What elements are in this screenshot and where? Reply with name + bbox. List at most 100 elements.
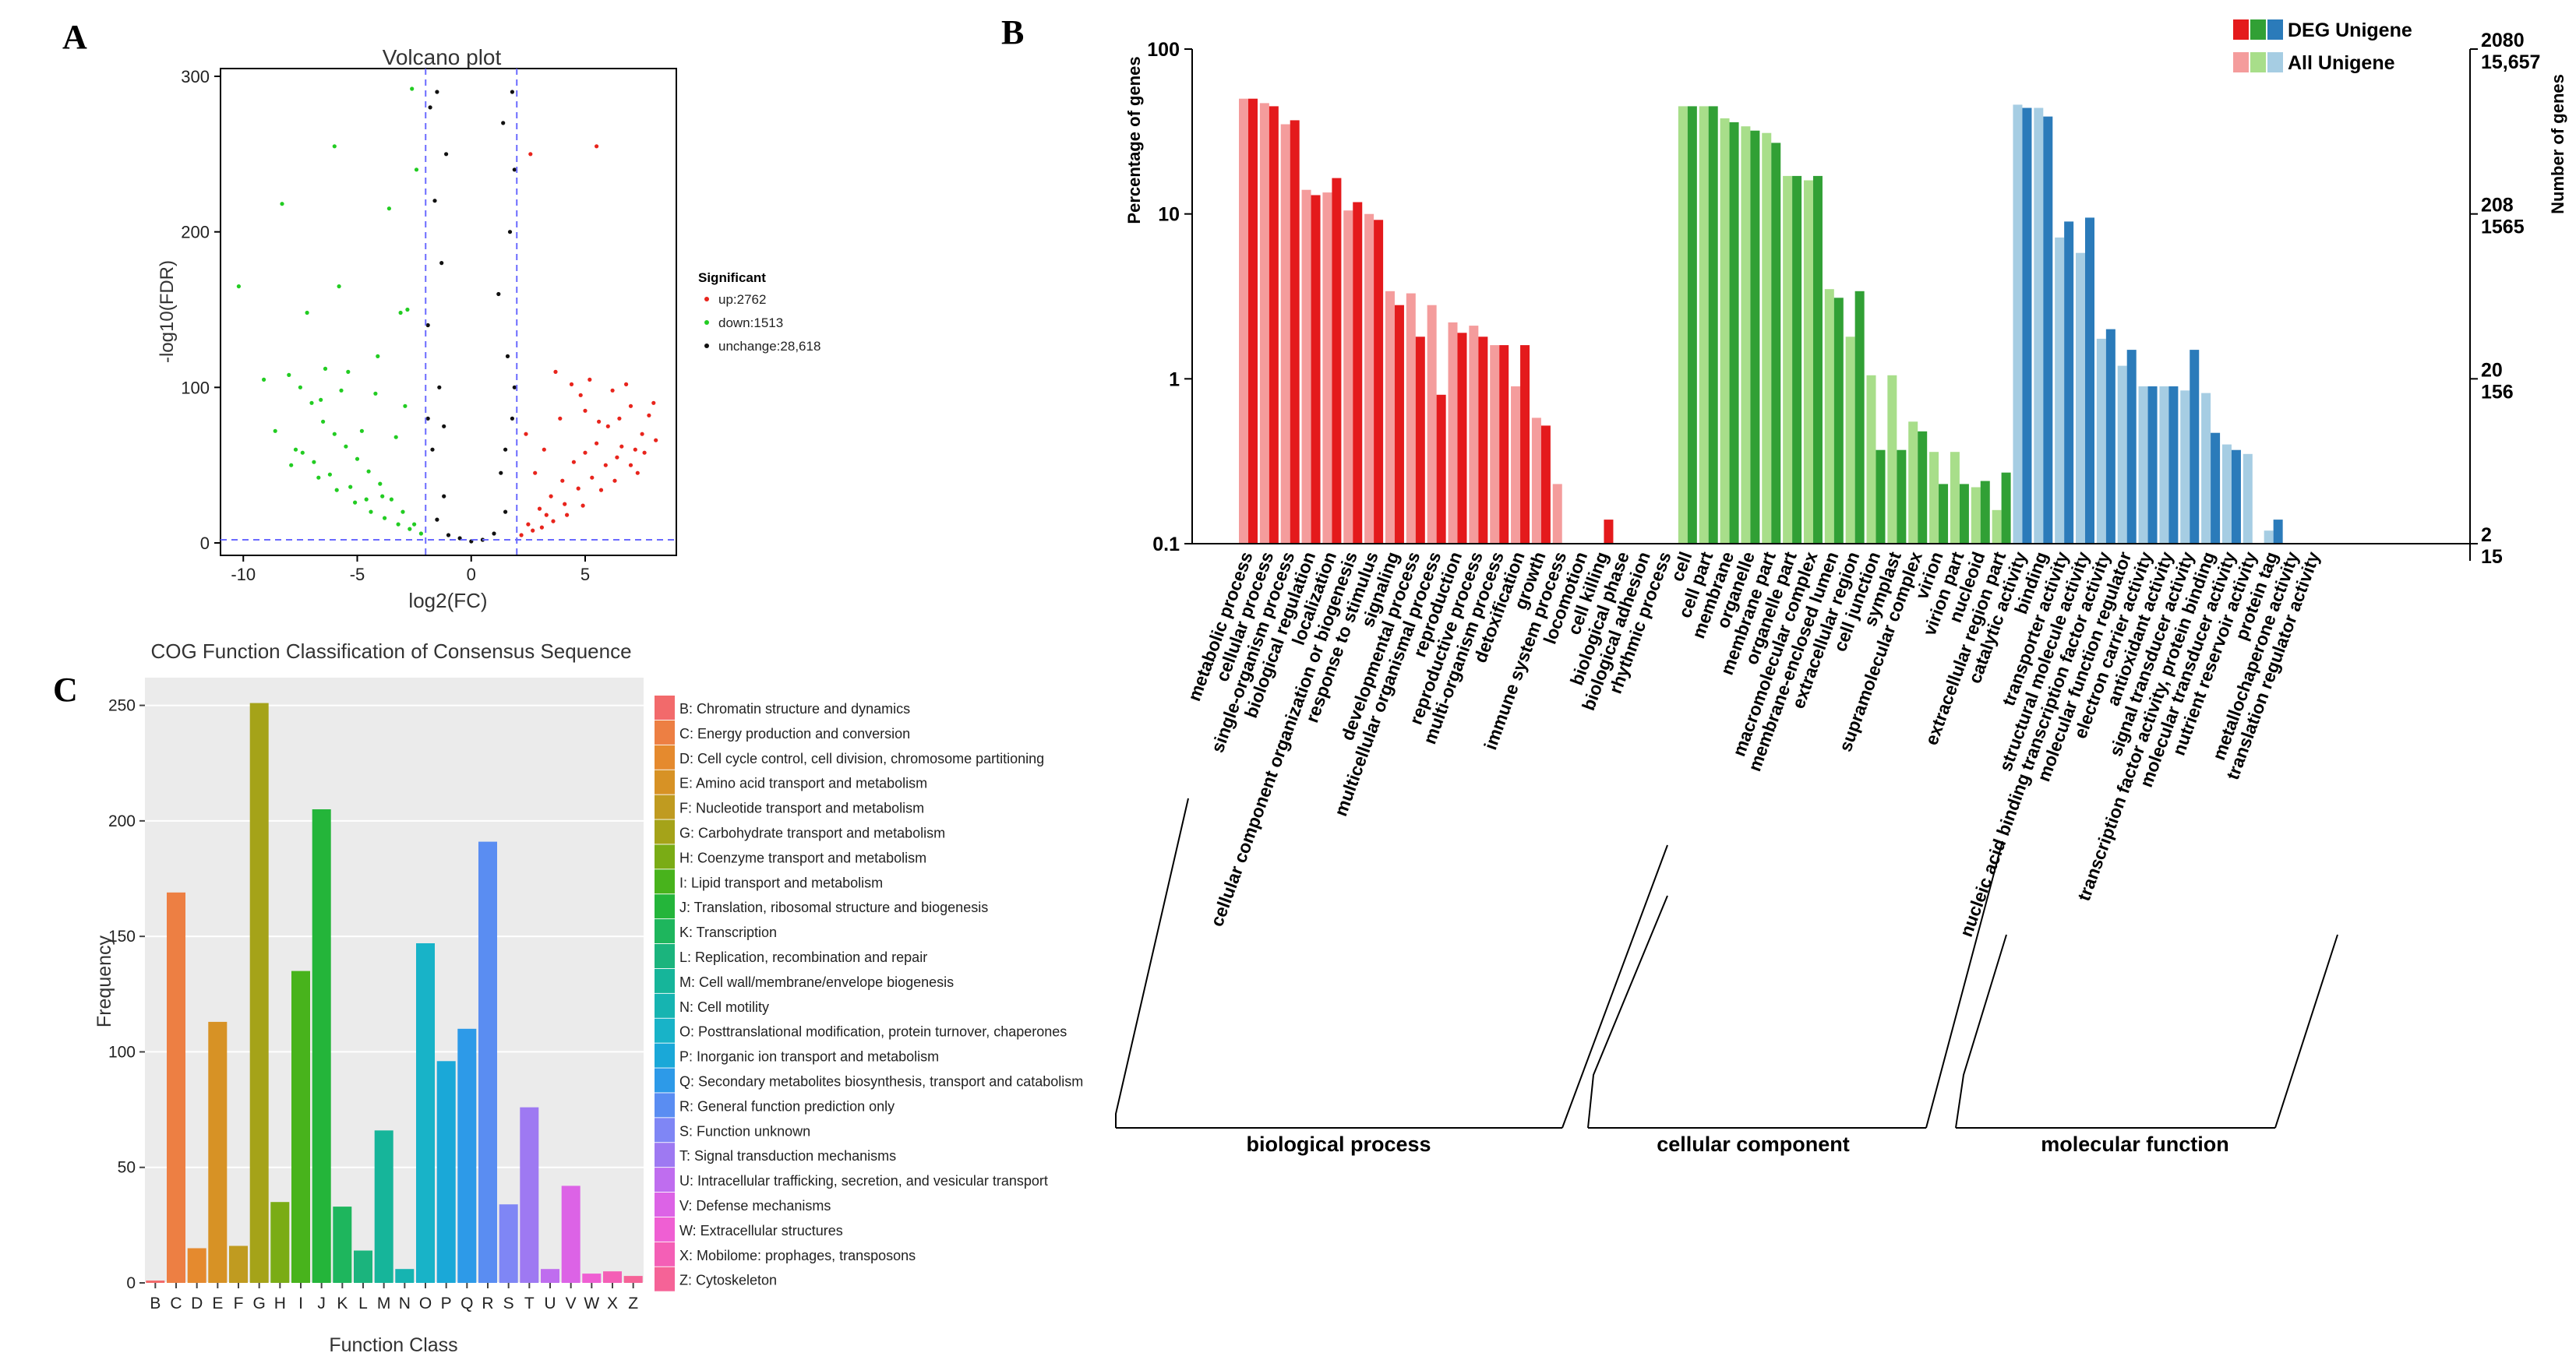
volcano-point-0-36 — [519, 533, 524, 537]
cog-x-tick-label-Q: Q — [461, 1295, 473, 1312]
go-left-tick-label-0: 0.1 — [1152, 534, 1180, 555]
cog-legend-swatch-20 — [655, 1193, 675, 1217]
go-bar-deg-41 — [2105, 329, 2115, 544]
volcano-point-0-2 — [549, 494, 553, 499]
volcano-point-0-43 — [612, 478, 617, 483]
volcano-point-1-4 — [366, 469, 371, 474]
go-right-tick-bottom-3: 15 — [2481, 546, 2503, 568]
go-bar-all-39 — [2055, 237, 2065, 544]
go-bar-all-7 — [1385, 291, 1395, 544]
go-bar-all-15 — [1552, 484, 1562, 544]
go-bar-all-14 — [1531, 417, 1541, 544]
volcano-point-1-17 — [332, 144, 337, 149]
volcano-point-1-27 — [398, 310, 403, 315]
go-bar-deg-2 — [1290, 120, 1300, 544]
go-bar-deg-38 — [2043, 116, 2053, 544]
go-bar-deg-17 — [1604, 520, 1614, 544]
cog-legend-swatch-13 — [655, 1018, 675, 1043]
volcano-point-2-13 — [439, 261, 444, 266]
volcano-point-1-9 — [309, 400, 314, 405]
volcano-point-1-40 — [383, 516, 387, 520]
volcano-point-2-5 — [442, 494, 446, 499]
go-bracket-right-2 — [2274, 934, 2338, 1129]
cog-gridlines — [145, 704, 644, 1284]
cog-bar-S — [499, 1204, 518, 1283]
volcano-point-0-12 — [542, 447, 546, 452]
cog-title: COG Function Classification of Consensus… — [150, 639, 631, 663]
go-y-label-left: Percentage of genes — [1124, 56, 1144, 224]
cog-legend-swatch-15 — [655, 1068, 675, 1093]
cog-plot-background — [145, 678, 644, 1283]
go-bar-deg-24 — [1750, 130, 1760, 544]
volcano-x-label: log2(FC) — [408, 589, 487, 612]
go-right-tick-top-2: 20 — [2481, 359, 2503, 381]
volcano-point-0-15 — [610, 388, 615, 393]
volcano-point-0-24 — [553, 369, 558, 374]
cog-x-tick-label-K: K — [337, 1295, 348, 1312]
cog-bar-D — [187, 1248, 206, 1283]
volcano-point-1-29 — [410, 86, 415, 91]
volcano-point-0-17 — [633, 447, 637, 452]
volcano-y-tick-label-1: 100 — [181, 378, 210, 397]
volcano-x-axis: -10 -5 0 5 — [231, 555, 590, 584]
volcano-point-2-27 — [442, 424, 446, 428]
cog-x-tick-label-P: P — [441, 1295, 452, 1312]
cog-x-tick-label-F: F — [234, 1295, 244, 1312]
cog-bar-P — [436, 1061, 456, 1283]
volcano-point-0-21 — [624, 382, 629, 386]
go-bar-all-27 — [1803, 180, 1813, 544]
go-bar-deg-42 — [2126, 350, 2137, 544]
volcano-point-2-25 — [425, 416, 430, 421]
go-bar-deg-37 — [2022, 107, 2032, 544]
volcano-point-1-21 — [305, 310, 309, 315]
volcano-point-1-6 — [344, 444, 348, 449]
cog-legend-swatch-17 — [655, 1118, 675, 1143]
volcano-point-2-18 — [501, 121, 506, 125]
volcano-point-1-10 — [298, 385, 302, 389]
go-bar-deg-46 — [2211, 432, 2221, 544]
volcano-point-0-19 — [569, 382, 574, 386]
volcano-x-tick-label-2: 0 — [467, 565, 476, 584]
volcano-point-1-18 — [262, 377, 266, 382]
volcano-point-0-32 — [576, 486, 580, 491]
go-y-label-right: Number of genes — [2548, 74, 2567, 214]
volcano-point-0-14 — [588, 377, 592, 382]
go-bar-all-33 — [1929, 452, 1939, 544]
volcano-point-2-2 — [492, 531, 496, 536]
cog-legend-swatch-16 — [655, 1093, 675, 1118]
go-bar-deg-49 — [2273, 520, 2283, 544]
volcano-point-1-1 — [401, 509, 405, 514]
go-bar-deg-0 — [1248, 98, 1258, 544]
volcano-point-0-39 — [551, 519, 556, 523]
cog-legend-label-1: C: Energy production and conversion — [679, 726, 910, 742]
go-right-tick-top-3: 2 — [2481, 524, 2492, 546]
volcano-point-0-25 — [583, 408, 588, 413]
cog-legend-label-3: E: Amino acid transport and metabolism — [679, 776, 927, 791]
volcano-point-2-8 — [510, 416, 515, 421]
volcano-point-1-28 — [414, 167, 419, 172]
go-bar-deg-5 — [1353, 202, 1363, 544]
volcano-point-0-7 — [605, 424, 610, 428]
volcano-point-0-13 — [578, 393, 583, 397]
cog-x-tick-label-H: H — [274, 1295, 286, 1312]
volcano-point-1-8 — [321, 419, 326, 424]
volcano-legend-dot-0 — [704, 297, 709, 301]
cog-legend-label-2: D: Cell cycle control, cell division, ch… — [679, 751, 1044, 766]
go-bar-all-5 — [1343, 210, 1353, 544]
cog-legend-swatch-11 — [655, 968, 675, 993]
cog-legend-label-18: T: Signal transduction mechanisms — [679, 1148, 896, 1164]
cog-x-label: Function Class — [329, 1334, 457, 1356]
cog-legend-label-21: W: Extracellular structures — [679, 1223, 843, 1238]
volcano-point-1-46 — [376, 354, 380, 358]
go-bar-deg-1 — [1269, 106, 1279, 544]
volcano-point-1-31 — [364, 497, 369, 502]
cog-legend-swatch-2 — [655, 745, 675, 770]
go-bar-all-45 — [2180, 390, 2190, 544]
go-bracket-left-0 — [1115, 798, 1189, 1128]
volcano-point-1-37 — [418, 531, 424, 536]
volcano-point-0-23 — [524, 432, 528, 436]
go-bar-deg-44 — [2168, 386, 2179, 544]
volcano-point-0-26 — [595, 144, 599, 149]
go-bar-deg-14 — [1540, 425, 1551, 544]
